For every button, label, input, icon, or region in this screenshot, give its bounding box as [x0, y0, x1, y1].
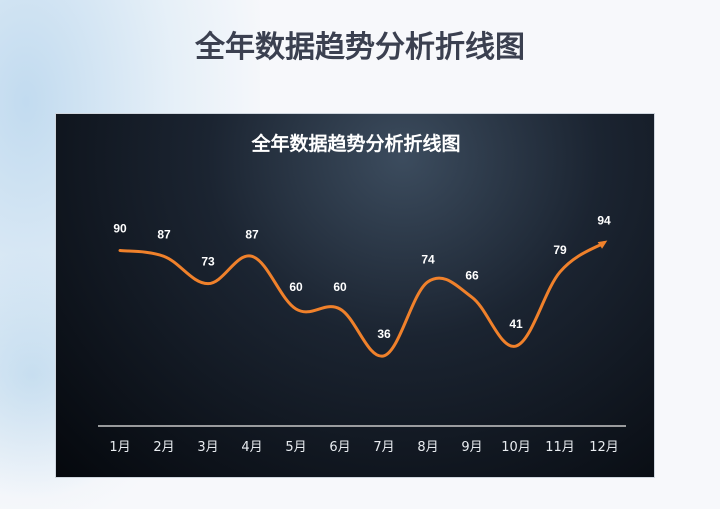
data-label: 60	[289, 280, 303, 294]
x-tick-label: 10月	[501, 440, 531, 455]
x-tick-label: 9月	[461, 440, 482, 455]
x-tick-label: 6月	[329, 440, 350, 455]
x-tick-label: 2月	[153, 440, 174, 455]
x-tick-label: 12月	[589, 440, 619, 455]
data-label: 87	[245, 227, 259, 241]
x-tick-label: 4月	[241, 440, 262, 455]
page-title: 全年数据趋势分析折线图	[195, 30, 525, 65]
data-label: 79	[553, 243, 567, 257]
data-label: 94	[597, 214, 611, 228]
line-chart: 全年数据趋势分析折线图 90 1月 87 2月 73 3月 87 4月 60 5月 60 6月 36 7月 7…	[55, 113, 655, 478]
data-label: 87	[157, 227, 171, 241]
data-label: 41	[509, 317, 523, 331]
x-tick-label: 7月	[373, 440, 394, 455]
x-tick-label: 1月	[109, 440, 130, 455]
data-label: 74	[421, 253, 435, 267]
x-tick-label: 11月	[545, 440, 575, 455]
data-label: 73	[201, 255, 215, 269]
data-label: 90	[113, 222, 127, 236]
series-line	[118, 240, 608, 358]
data-label: 60	[333, 280, 347, 294]
chart-svg: 全年数据趋势分析折线图 90 1月 87 2月 73 3月 87 4月 60 5月 60 6月 36 7月 7…	[98, 132, 626, 455]
data-label: 36	[377, 327, 391, 341]
x-tick-label: 5月	[285, 440, 306, 455]
data-label: 66	[465, 268, 479, 282]
x-tick-label: 3月	[197, 440, 218, 455]
x-tick-label: 8月	[417, 440, 438, 455]
chart-title: 全年数据趋势分析折线图	[250, 132, 460, 155]
